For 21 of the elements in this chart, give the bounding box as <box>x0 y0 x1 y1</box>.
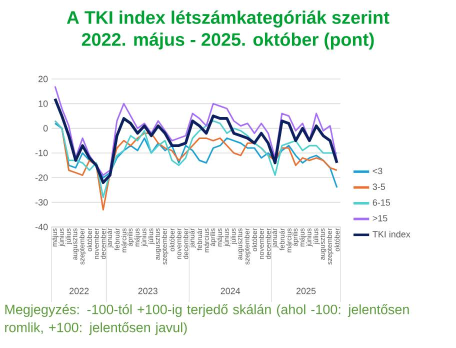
legend-label: TKI index <box>372 230 410 238</box>
chart-subtitle: 2022. május - 2025. október (pont) <box>82 32 374 50</box>
legend-label: <3 <box>372 168 382 174</box>
y-tick-label: 0 <box>43 125 48 132</box>
chart-title: A TKI index létszámkategóriák szerint <box>66 10 390 28</box>
text: Megjegyzés: -100-tól +100-ig terjedő skálán (ahol -100: jelentősen romlik, +100: jelentősen javul) <box>5 304 409 335</box>
line-series <box>54 97 338 184</box>
legend-label: >15 <box>372 215 388 222</box>
y-tick-label: -10 <box>35 150 48 156</box>
text: 2022 <box>70 288 89 294</box>
text: 2025 <box>296 288 316 294</box>
legend-label: 6-15 <box>372 199 390 206</box>
text: 2024 <box>220 288 240 294</box>
y-tick-label: -20 <box>35 174 48 181</box>
y-tick-label: 10 <box>38 100 48 107</box>
line-series <box>54 86 338 176</box>
y-tick-label: -30 <box>35 199 48 206</box>
legend-label: 3-5 <box>372 184 386 190</box>
y-tick-label: -40 <box>35 224 48 230</box>
y-tick-label: 20 <box>38 76 48 82</box>
text: 2023 <box>138 288 158 294</box>
